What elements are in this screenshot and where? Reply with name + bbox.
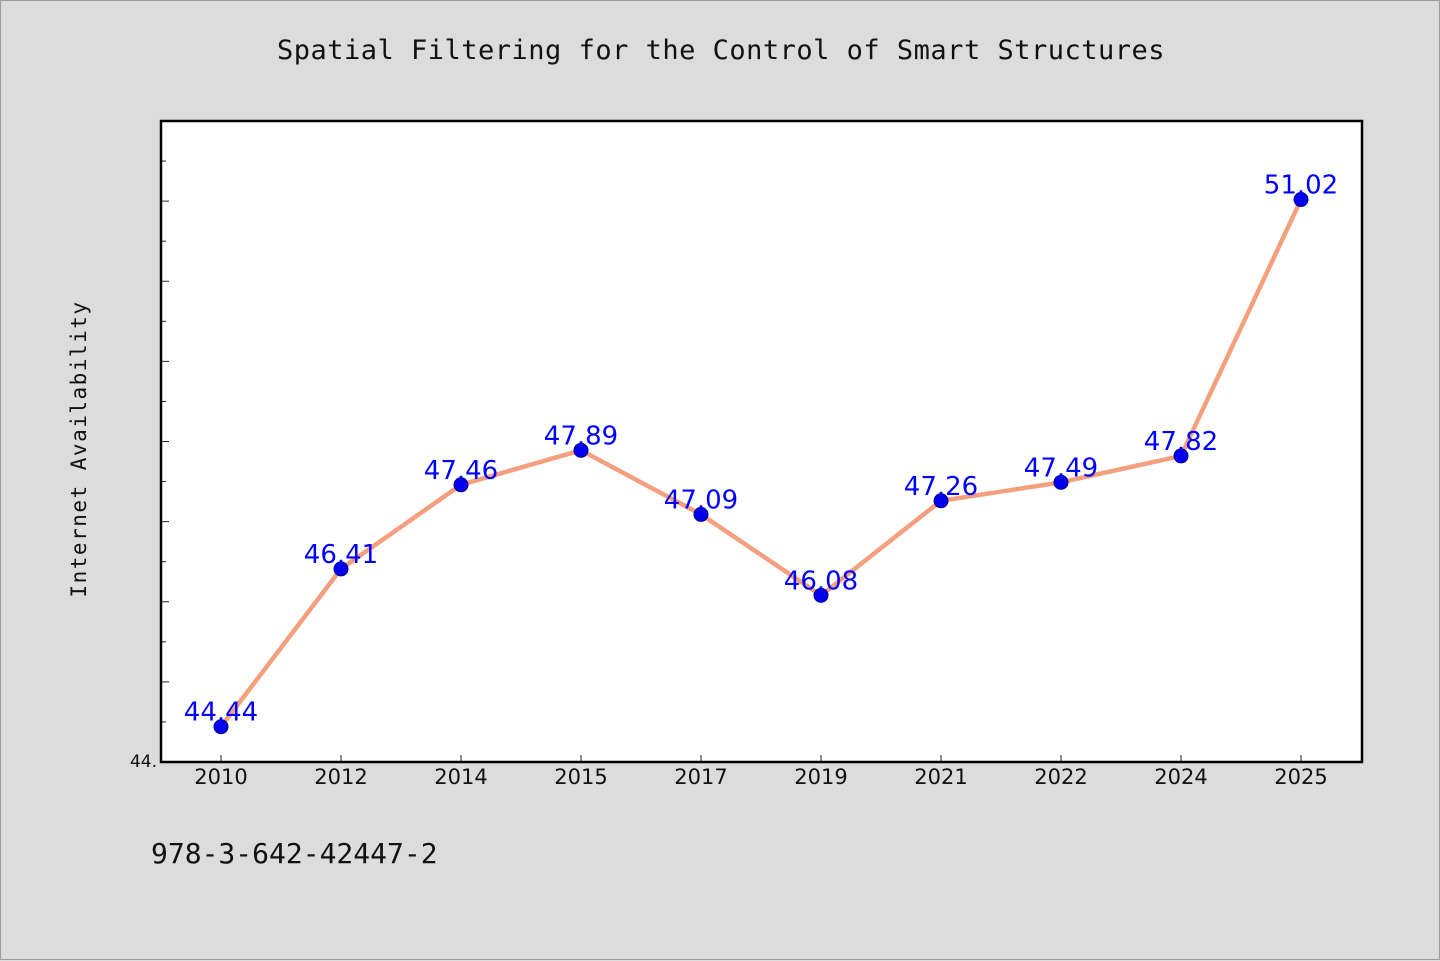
data-point-marker <box>1293 192 1309 208</box>
data-point-marker <box>933 493 949 509</box>
data-label: 51.02 <box>1264 171 1338 201</box>
data-point-marker <box>573 442 589 458</box>
data-point-marker <box>693 506 709 522</box>
x-tick-label: 2025 <box>1274 765 1327 789</box>
data-point-marker <box>1053 474 1069 490</box>
x-tick-label: 2012 <box>314 765 367 789</box>
x-tick-label: 2022 <box>1034 765 1087 789</box>
x-tick-label: 2019 <box>794 765 847 789</box>
data-label: 46.08 <box>784 566 858 596</box>
data-label: 47.09 <box>664 485 738 515</box>
x-tick-label: 2021 <box>914 765 967 789</box>
x-tick-label: 2024 <box>1154 765 1207 789</box>
x-tick-label: 2015 <box>554 765 607 789</box>
data-point-marker <box>1173 448 1189 464</box>
data-point-marker <box>333 561 349 577</box>
footer-isbn-text: 978-3-642-42447-2 <box>151 837 438 870</box>
x-tick-label: 2014 <box>434 765 487 789</box>
plot-frame <box>159 119 1364 764</box>
data-label: 47.49 <box>1024 453 1098 483</box>
data-label: 47.46 <box>424 456 498 486</box>
data-label: 47.26 <box>904 472 978 502</box>
data-label: 47.89 <box>544 421 618 451</box>
data-label: 44.44 <box>184 698 258 728</box>
data-point-marker <box>453 477 469 493</box>
data-label: 46.41 <box>304 540 378 570</box>
data-point-marker <box>213 719 229 735</box>
data-point-marker <box>813 587 829 603</box>
chart-title: Spatial Filtering for the Control of Sma… <box>276 35 1166 66</box>
x-tick-label: 2017 <box>674 765 727 789</box>
data-label: 47.82 <box>1144 427 1218 457</box>
series-line <box>218 197 1304 729</box>
y-tick-label: 44. <box>130 752 157 772</box>
plot-area <box>161 121 1362 762</box>
x-tick-label: 2010 <box>194 765 247 789</box>
